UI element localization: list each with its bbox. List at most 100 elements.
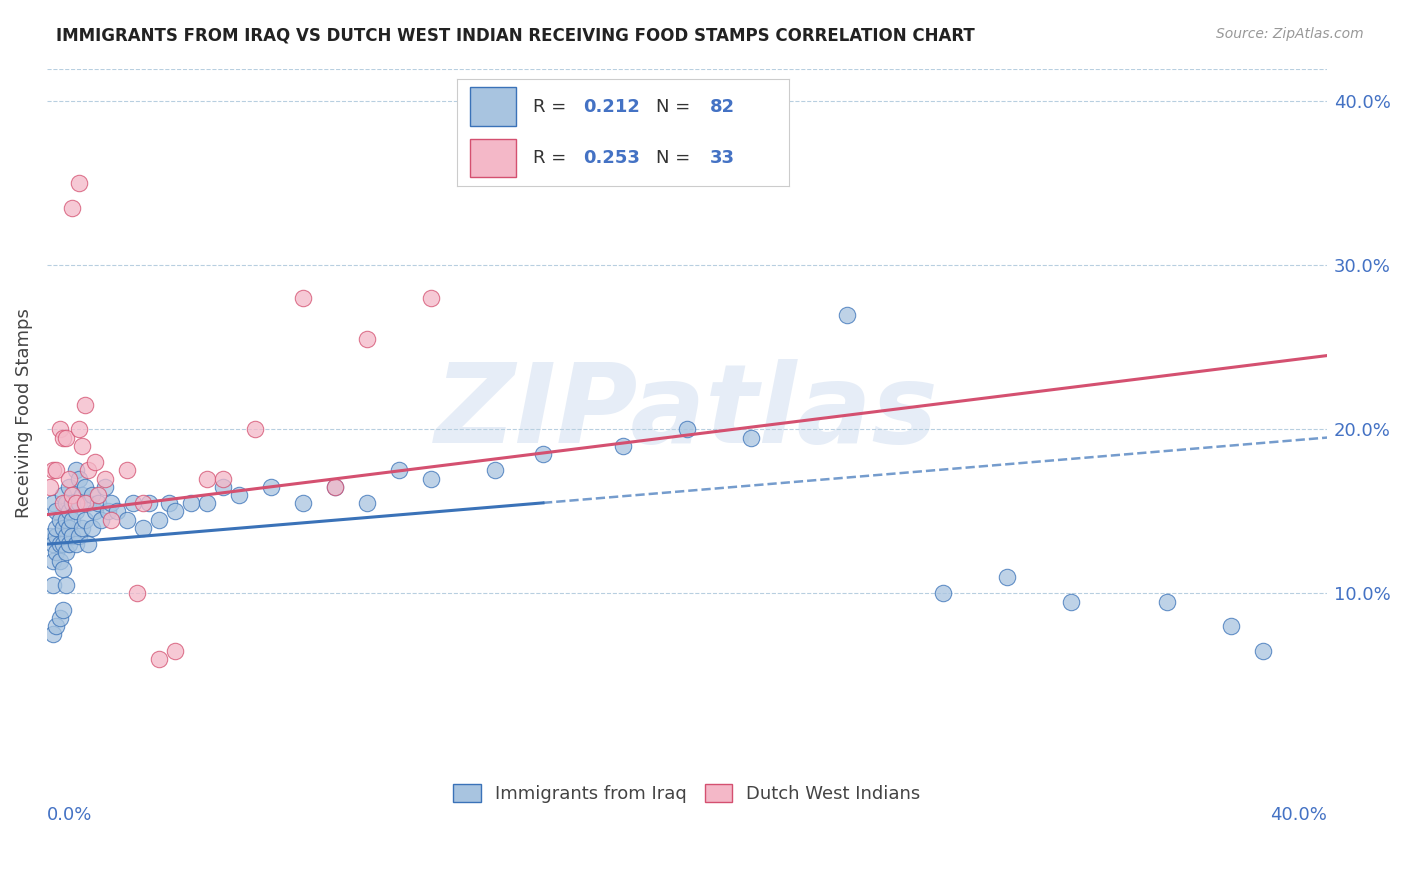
Point xyxy=(58,521,80,535)
Point xyxy=(420,291,443,305)
Point xyxy=(42,578,65,592)
Point xyxy=(388,463,411,477)
Point xyxy=(932,586,955,600)
Point xyxy=(323,480,346,494)
Point xyxy=(39,480,62,494)
Point xyxy=(70,439,93,453)
Point xyxy=(87,488,110,502)
Point xyxy=(115,463,138,477)
Point xyxy=(65,504,87,518)
Point xyxy=(62,529,84,543)
Point xyxy=(163,644,186,658)
Point xyxy=(356,332,378,346)
Point xyxy=(835,308,858,322)
Point xyxy=(157,496,180,510)
Point xyxy=(676,422,699,436)
Point xyxy=(132,496,155,510)
Point xyxy=(100,496,122,510)
Point xyxy=(90,512,112,526)
Point xyxy=(1251,644,1274,658)
Point xyxy=(65,537,87,551)
Text: 0.0%: 0.0% xyxy=(46,805,93,823)
Point xyxy=(55,529,77,543)
Point xyxy=(67,177,90,191)
Point xyxy=(48,512,70,526)
Point xyxy=(291,291,314,305)
Point xyxy=(67,529,90,543)
Point xyxy=(356,496,378,510)
Point xyxy=(420,472,443,486)
Point xyxy=(65,496,87,510)
Point xyxy=(58,472,80,486)
Point xyxy=(75,398,97,412)
Text: ZIPatlas: ZIPatlas xyxy=(436,359,939,467)
Point xyxy=(62,488,84,502)
Point xyxy=(62,512,84,526)
Point xyxy=(93,480,115,494)
Point xyxy=(42,463,65,477)
Point xyxy=(67,496,90,510)
Point xyxy=(323,480,346,494)
Point xyxy=(612,439,634,453)
Point xyxy=(52,496,75,510)
Point xyxy=(77,463,100,477)
Point xyxy=(70,521,93,535)
Point xyxy=(740,431,762,445)
Point xyxy=(291,496,314,510)
Point xyxy=(125,586,148,600)
Point xyxy=(80,521,103,535)
Point xyxy=(45,619,67,633)
Point xyxy=(62,201,84,215)
Point xyxy=(42,627,65,641)
Point xyxy=(115,512,138,526)
Point xyxy=(148,512,170,526)
Point xyxy=(70,488,93,502)
Point xyxy=(48,537,70,551)
Point xyxy=(45,529,67,543)
Point xyxy=(52,488,75,502)
Point xyxy=(105,504,128,518)
Point xyxy=(122,496,145,510)
Point xyxy=(52,431,75,445)
Point xyxy=(228,488,250,502)
Point xyxy=(484,463,506,477)
Point xyxy=(75,512,97,526)
Point xyxy=(55,431,77,445)
Point xyxy=(48,553,70,567)
Point xyxy=(83,504,105,518)
Point xyxy=(52,562,75,576)
Point xyxy=(75,480,97,494)
Point xyxy=(148,652,170,666)
Point xyxy=(52,521,75,535)
Text: 40.0%: 40.0% xyxy=(1270,805,1327,823)
Point xyxy=(67,472,90,486)
Point xyxy=(65,463,87,477)
Point xyxy=(75,496,97,510)
Point xyxy=(195,472,218,486)
Point xyxy=(243,422,266,436)
Point xyxy=(45,545,67,559)
Point xyxy=(531,447,554,461)
Point xyxy=(52,537,75,551)
Point xyxy=(100,512,122,526)
Point xyxy=(55,578,77,592)
Point xyxy=(212,472,235,486)
Point xyxy=(163,504,186,518)
Point xyxy=(62,496,84,510)
Point xyxy=(55,512,77,526)
Point xyxy=(138,496,160,510)
Point xyxy=(80,488,103,502)
Point xyxy=(45,504,67,518)
Point xyxy=(39,529,62,543)
Point xyxy=(132,521,155,535)
Point xyxy=(77,537,100,551)
Point xyxy=(67,422,90,436)
Point xyxy=(77,496,100,510)
Point xyxy=(52,603,75,617)
Point xyxy=(45,463,67,477)
Point xyxy=(58,480,80,494)
Legend: Immigrants from Iraq, Dutch West Indians: Immigrants from Iraq, Dutch West Indians xyxy=(446,777,928,810)
Point xyxy=(45,521,67,535)
Point xyxy=(212,480,235,494)
Text: IMMIGRANTS FROM IRAQ VS DUTCH WEST INDIAN RECEIVING FOOD STAMPS CORRELATION CHAR: IMMIGRANTS FROM IRAQ VS DUTCH WEST INDIA… xyxy=(56,27,974,45)
